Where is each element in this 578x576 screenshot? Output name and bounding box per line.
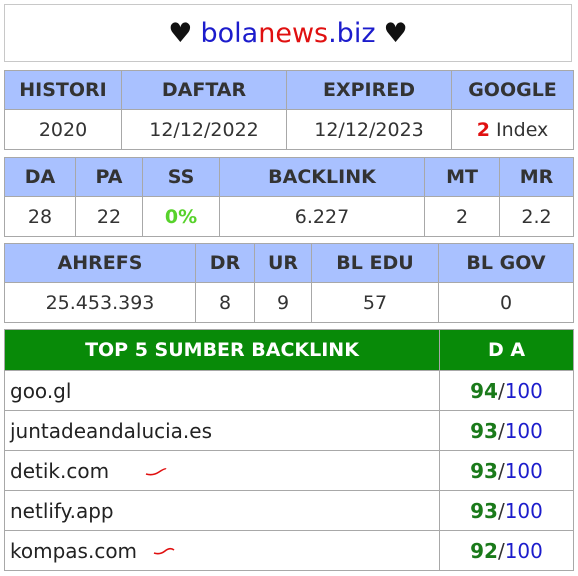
pa-header: PA [75, 157, 143, 197]
backlink-header: BACKLINK [219, 157, 425, 197]
histori-value: 2020 [4, 109, 122, 150]
ahrefs-value: 25.453.393 [4, 282, 196, 323]
table-row: juntadeandalucia.es 93/100 [4, 410, 574, 451]
ss-header: SS [142, 157, 220, 197]
site-title-box: ♥ bolanews.biz ♥ [4, 4, 572, 62]
pa-value: 22 [75, 196, 143, 237]
expired-header: EXPIRED [286, 70, 452, 110]
source-domain-cell: detik.com [4, 450, 440, 491]
da-header: DA [4, 157, 76, 197]
daftar-header: DAFTAR [121, 70, 287, 110]
backlink-value: 6.227 [219, 196, 425, 237]
table-row: goo.gl 94/100 [4, 370, 574, 411]
table-row: kompas.com 92/100 [4, 530, 574, 571]
source-domain: netlify.app [4, 490, 440, 531]
ahrefs-header: AHREFS [4, 243, 196, 283]
table-row: detik.com 93/100 [4, 450, 574, 491]
top-sources-header: TOP 5 SUMBER BACKLINK [4, 329, 440, 371]
source-domain: goo.gl [4, 370, 440, 411]
ahrefs-metrics-table: AHREFS DR UR BL EDU BL GOV 25.453.393 8 … [4, 243, 574, 323]
domain-history-table: HISTORI DAFTAR EXPIRED GOOGLE 2020 12/12… [4, 70, 574, 150]
source-da: 92/100 [439, 530, 574, 571]
source-domain-cell: kompas.com [4, 530, 440, 571]
bl-edu-value: 57 [311, 282, 439, 323]
dr-value: 8 [195, 282, 255, 323]
source-da: 93/100 [439, 410, 574, 451]
source-domain: juntadeandalucia.es [4, 410, 440, 451]
site-title: bolanews.biz [201, 18, 376, 49]
ur-header: UR [254, 243, 312, 283]
site-title-part1: bola [200, 17, 259, 49]
mt-value: 2 [424, 196, 500, 237]
source-da-header: D A [439, 329, 574, 371]
heart-left-icon: ♥ [168, 17, 193, 49]
histori-header: HISTORI [4, 70, 122, 110]
source-da: 93/100 [439, 450, 574, 491]
red-scribble-mark [145, 468, 167, 476]
ur-value: 9 [254, 282, 312, 323]
site-title-part2: news [258, 17, 329, 49]
da-value: 28 [4, 196, 76, 237]
mt-header: MT [424, 157, 500, 197]
source-da: 93/100 [439, 490, 574, 531]
expired-value: 12/12/2023 [286, 109, 452, 150]
bl-gov-header: BL GOV [438, 243, 574, 283]
red-scribble-mark [153, 547, 175, 555]
source-domain: kompas.com [10, 538, 138, 563]
google-value: 2 Index [451, 109, 574, 150]
heart-right-icon: ♥ [383, 17, 408, 49]
top-backlink-sources-table: TOP 5 SUMBER BACKLINK D A goo.gl 94/100 … [4, 329, 574, 571]
table-row: netlify.app 93/100 [4, 490, 574, 531]
source-domain: detik.com [10, 458, 110, 483]
mr-header: MR [499, 157, 574, 197]
authority-metrics-table: DA PA SS BACKLINK MT MR 28 22 0% 6.227 2… [4, 157, 574, 237]
bl-edu-header: BL EDU [311, 243, 439, 283]
google-header: GOOGLE [451, 70, 574, 110]
daftar-value: 12/12/2022 [121, 109, 287, 150]
dr-header: DR [195, 243, 255, 283]
ss-value: 0% [142, 196, 220, 237]
site-title-part3: .biz [328, 17, 376, 49]
google-index-count: 2 [476, 118, 490, 141]
mr-value: 2.2 [499, 196, 574, 237]
google-index-label: Index [495, 118, 549, 141]
source-da: 94/100 [439, 370, 574, 411]
bl-gov-value: 0 [438, 282, 574, 323]
